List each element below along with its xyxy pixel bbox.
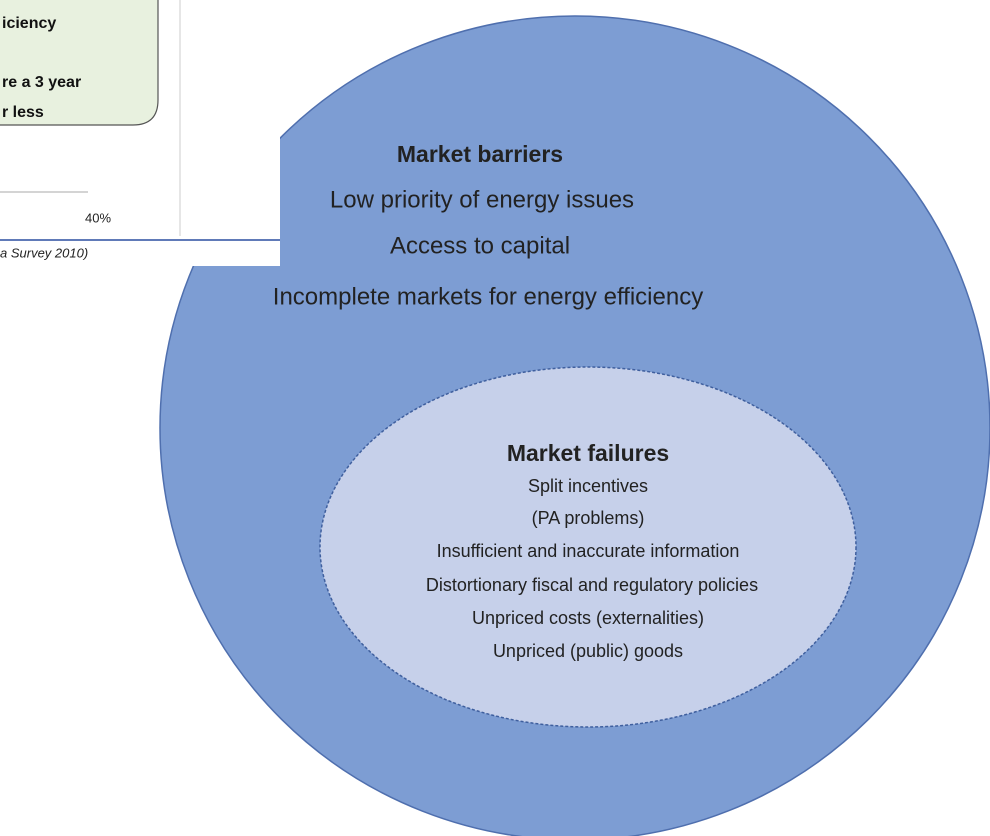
market-failures-ellipse	[319, 366, 857, 728]
source: a Survey 2010)	[0, 245, 88, 260]
failure-item: Insufficient and inaccurate information	[437, 541, 740, 561]
failure-item: Unpriced costs (externalities)	[472, 608, 704, 628]
barrier-item: Access to capital	[390, 232, 570, 259]
callout-line: iciency	[2, 15, 56, 32]
callout-line: r less	[2, 104, 44, 121]
barriers-title: Market barriers	[397, 141, 563, 167]
axis-label: 40%	[85, 210, 111, 225]
barrier-item: Low priority of energy issues	[330, 186, 634, 213]
failure-item: Unpriced (public) goods	[493, 641, 683, 661]
failure-item: (PA problems)	[532, 508, 645, 528]
inset: iciency re a 3 year r less 40% a Survey …	[0, 0, 280, 266]
failure-item: Distortionary fiscal and regulatory poli…	[426, 575, 758, 595]
failures-title: Market failures	[507, 440, 669, 466]
barrier-item: Incomplete markets for energy efficiency	[273, 283, 703, 310]
callout-box	[0, 0, 159, 126]
failure-item: Split incentives	[528, 476, 648, 496]
callout-line: re a 3 year	[2, 74, 81, 91]
